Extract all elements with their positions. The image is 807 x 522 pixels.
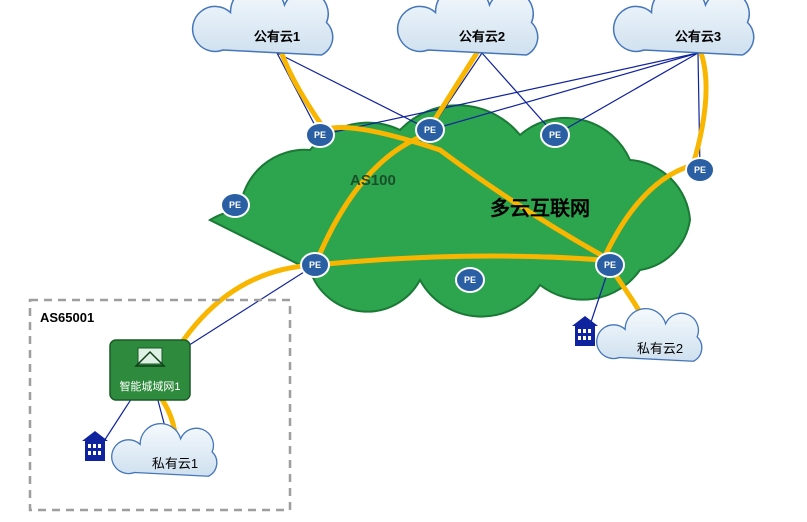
as-box-label: AS65001 [40, 310, 94, 325]
pe-label: PE [424, 125, 436, 135]
pe-label: PE [694, 165, 706, 175]
building-icon [572, 316, 598, 346]
pe-label: PE [549, 130, 561, 140]
as-label: AS100 [350, 172, 396, 189]
router-icon [138, 348, 162, 364]
public-cloud [193, 0, 333, 55]
public-cloud [614, 0, 754, 55]
public-cloud-label: 公有云3 [675, 29, 721, 44]
public-cloud [398, 0, 538, 55]
core-title: 多云互联网 [490, 196, 590, 220]
link [555, 53, 698, 135]
private-cloud-label: 私有云1 [152, 456, 198, 471]
as-boundary [30, 300, 290, 510]
backbone-cloud [210, 105, 690, 316]
private-cloud-label: 私有云2 [637, 341, 683, 356]
pe-label: PE [229, 200, 241, 210]
public-cloud-label: 公有云1 [254, 29, 300, 44]
pe-label: PE [464, 275, 476, 285]
router-label: 智能城域网1 [119, 379, 180, 393]
pe-label: PE [604, 260, 616, 270]
building-icon [82, 431, 108, 461]
link [277, 53, 320, 135]
public-cloud-label: 公有云2 [459, 29, 505, 44]
pe-label: PE [314, 130, 326, 140]
pe-label: PE [309, 260, 321, 270]
